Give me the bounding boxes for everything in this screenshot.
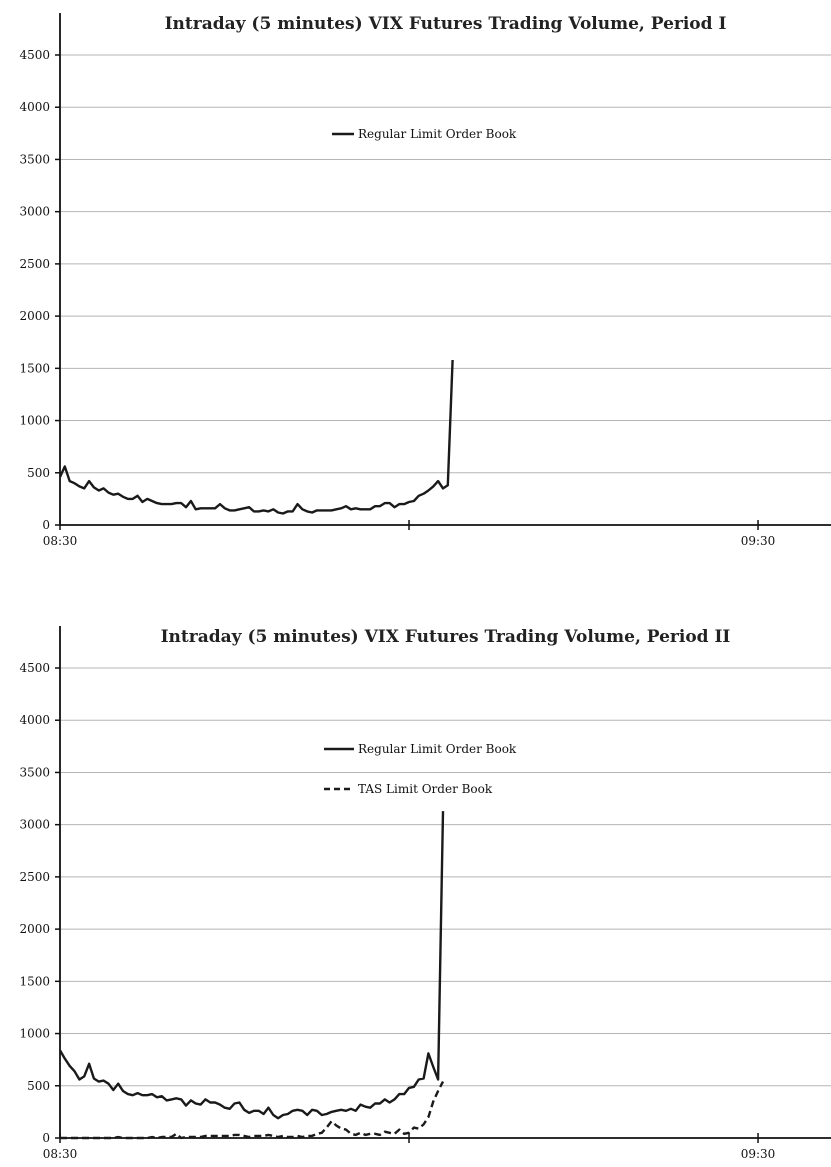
- y-tick-label: 1000: [19, 414, 50, 428]
- y-tick-label: 4000: [19, 100, 50, 114]
- y-tick-label: 4500: [19, 661, 50, 675]
- chart-panel-period-1: Intraday (5 minutes) VIX Futures Trading…: [19, 13, 831, 548]
- legend: Regular Limit Order Book: [332, 127, 517, 141]
- gridlines: [60, 54, 831, 474]
- y-tick-label: 2000: [19, 309, 50, 323]
- series-line-regular: [58, 811, 445, 1120]
- y-tick-label: 2500: [19, 257, 50, 271]
- chart-title: Intraday (5 minutes) VIX Futures Trading…: [165, 14, 727, 34]
- x-tick-label: 09:30: [741, 1147, 776, 1161]
- gridlines: [60, 667, 831, 1087]
- y-tick-label: 500: [27, 1079, 50, 1093]
- y-tick-label: 3500: [19, 152, 50, 166]
- y-tick-label: 3000: [19, 205, 50, 219]
- y-tick-label: 4000: [19, 713, 50, 727]
- y-tick-label: 500: [27, 466, 50, 480]
- legend-label: TAS Limit Order Book: [358, 782, 493, 796]
- y-tick-label: 4500: [19, 48, 50, 62]
- chart-panel-period-2: Intraday (5 minutes) VIX Futures Trading…: [19, 626, 831, 1161]
- series-line-tas: [60, 1081, 445, 1140]
- x-tick-label: 09:30: [741, 534, 776, 548]
- series-lines: [58, 811, 445, 1140]
- series-line-regular: [58, 359, 454, 515]
- y-tick-label: 3000: [19, 818, 50, 832]
- y-tick-label: 1500: [19, 974, 50, 988]
- chart-title: Intraday (5 minutes) VIX Futures Trading…: [161, 627, 731, 647]
- y-tick-label: 0: [42, 1131, 50, 1145]
- y-tick-label: 3500: [19, 765, 50, 779]
- legend-label: Regular Limit Order Book: [358, 742, 517, 756]
- legend-label: Regular Limit Order Book: [358, 127, 517, 141]
- y-tick-label: 0: [42, 518, 50, 532]
- legend: Regular Limit Order Book TAS Limit Order …: [324, 742, 517, 796]
- x-tick-label: 08:30: [43, 534, 78, 548]
- series-lines: [58, 359, 454, 515]
- y-tick-label: 2000: [19, 922, 50, 936]
- y-tick-label: 1500: [19, 361, 50, 375]
- y-axis-ticks: 0 500 1000 1500 2000 2500 3000 3500 4000 4500: [19, 661, 60, 1145]
- y-tick-label: 2500: [19, 870, 50, 884]
- x-tick-label: 08:30: [43, 1147, 78, 1161]
- y-axis-ticks: 0 500 1000 1500 2000 2500 3000 3500 4000 4500: [19, 48, 60, 532]
- y-tick-label: 1000: [19, 1027, 50, 1041]
